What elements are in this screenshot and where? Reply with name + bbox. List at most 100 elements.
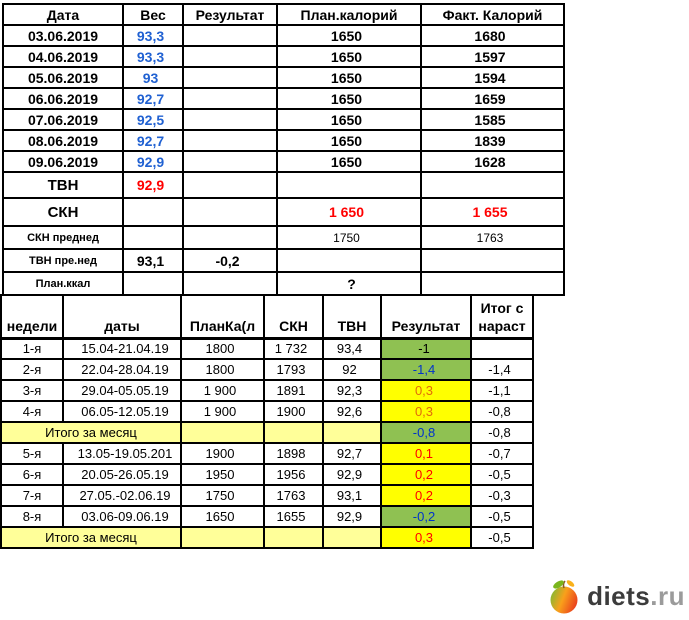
cell-cumulative[interactable]: -0,8: [470, 421, 534, 444]
cell-plan-cal[interactable]: 1650: [276, 45, 422, 68]
col-week-header[interactable]: недели: [0, 294, 64, 340]
cell-plan-cal[interactable]: 1750: [180, 484, 265, 507]
cell-tvn[interactable]: 92,9: [322, 463, 382, 486]
cell-fact-cal[interactable]: 1585: [420, 108, 565, 131]
cell-tvn[interactable]: [322, 421, 382, 444]
cell-plan-cal[interactable]: ?: [276, 271, 422, 296]
cell-result[interactable]: -0,2: [182, 248, 278, 273]
cell-skn[interactable]: 1793: [263, 358, 324, 381]
cell-plan-cal[interactable]: 1650: [276, 66, 422, 89]
cell-weight[interactable]: [122, 197, 184, 227]
cell-cumulative[interactable]: -0,5: [470, 463, 534, 486]
cell-tvn[interactable]: 93,4: [322, 337, 382, 360]
col-skn-header[interactable]: СКН: [263, 294, 324, 340]
cell-weight[interactable]: 93,3: [122, 24, 184, 47]
cell-plan-cal[interactable]: 1650: [276, 129, 422, 152]
cell-weight[interactable]: 93,1: [122, 248, 184, 273]
cell-result[interactable]: [182, 271, 278, 296]
cell-result[interactable]: [182, 45, 278, 68]
cell-result[interactable]: -1: [380, 337, 472, 360]
col-fact-cal-header[interactable]: Факт. Калорий: [420, 3, 565, 26]
cell-week[interactable]: 1-я: [0, 337, 64, 360]
cell-week[interactable]: Итого за месяц: [0, 526, 182, 549]
cell-fact-cal[interactable]: 1 655: [420, 197, 565, 227]
cell-date[interactable]: 07.06.2019: [2, 108, 124, 131]
cell-date[interactable]: 08.06.2019: [2, 129, 124, 152]
cell-weight[interactable]: 92,9: [122, 171, 184, 199]
diets-ru-logo[interactable]: diets.ru: [547, 576, 685, 616]
cell-fact-cal[interactable]: 1628: [420, 150, 565, 173]
col-plan-cal-header[interactable]: ПланКа(л: [180, 294, 265, 340]
cell-skn[interactable]: [263, 421, 324, 444]
cell-tvn[interactable]: 93,1: [322, 484, 382, 507]
cell-week[interactable]: 3-я: [0, 379, 64, 402]
cell-dates[interactable]: 13.05-19.05.201: [62, 442, 182, 465]
col-dates-header[interactable]: даты: [62, 294, 182, 340]
cell-tvn[interactable]: 92,9: [322, 505, 382, 528]
cell-plan-cal[interactable]: 1650: [276, 150, 422, 173]
cell-tvn[interactable]: 92,3: [322, 379, 382, 402]
cell-result[interactable]: [182, 150, 278, 173]
cell-weight[interactable]: 93,3: [122, 45, 184, 68]
col-cumulative-header[interactable]: Итог с нараст: [470, 294, 534, 340]
cell-fact-cal[interactable]: [420, 271, 565, 296]
cell-date[interactable]: 04.06.2019: [2, 45, 124, 68]
cell-skn[interactable]: 1898: [263, 442, 324, 465]
cell-tvn[interactable]: 92,6: [322, 400, 382, 423]
cell-cumulative[interactable]: -0,5: [470, 526, 534, 549]
cell-result[interactable]: -0,2: [380, 505, 472, 528]
cell-skn[interactable]: 1900: [263, 400, 324, 423]
cell-dates[interactable]: 29.04-05.05.19: [62, 379, 182, 402]
cell-fact-cal[interactable]: [420, 171, 565, 199]
cell-plan-cal[interactable]: 1950: [180, 463, 265, 486]
cell-weight[interactable]: 92,7: [122, 87, 184, 110]
cell-cumulative[interactable]: -1,4: [470, 358, 534, 381]
cell-weight[interactable]: 92,7: [122, 129, 184, 152]
cell-cumulative[interactable]: -0,3: [470, 484, 534, 507]
cell-dates[interactable]: 15.04-21.04.19: [62, 337, 182, 360]
cell-cumulative[interactable]: -0,8: [470, 400, 534, 423]
cell-date[interactable]: 03.06.2019: [2, 24, 124, 47]
cell-weight[interactable]: [122, 271, 184, 296]
cell-date[interactable]: ТВН: [2, 171, 124, 199]
cell-weight[interactable]: 93: [122, 66, 184, 89]
cell-result[interactable]: 0,1: [380, 442, 472, 465]
cell-week[interactable]: 6-я: [0, 463, 64, 486]
cell-result[interactable]: [182, 66, 278, 89]
cell-result[interactable]: [182, 129, 278, 152]
cell-fact-cal[interactable]: 1680: [420, 24, 565, 47]
cell-skn[interactable]: 1956: [263, 463, 324, 486]
cell-fact-cal[interactable]: 1659: [420, 87, 565, 110]
cell-plan-cal[interactable]: 1800: [180, 358, 265, 381]
cell-fact-cal[interactable]: 1594: [420, 66, 565, 89]
cell-cumulative[interactable]: [470, 337, 534, 360]
cell-skn[interactable]: 1655: [263, 505, 324, 528]
cell-week[interactable]: Итого за месяц: [0, 421, 182, 444]
col-tvn-header[interactable]: ТВН: [322, 294, 382, 340]
cell-week[interactable]: 7-я: [0, 484, 64, 507]
cell-week[interactable]: 5-я: [0, 442, 64, 465]
cell-result[interactable]: 0,3: [380, 379, 472, 402]
cell-dates[interactable]: 06.05-12.05.19: [62, 400, 182, 423]
cell-week[interactable]: 4-я: [0, 400, 64, 423]
cell-plan-cal[interactable]: 1800: [180, 337, 265, 360]
cell-date[interactable]: СКН преднед: [2, 225, 124, 250]
cell-date[interactable]: ТВН пре.нед: [2, 248, 124, 273]
cell-plan-cal[interactable]: 1650: [276, 24, 422, 47]
cell-plan-cal[interactable]: 1 900: [180, 379, 265, 402]
cell-tvn[interactable]: [322, 526, 382, 549]
cell-fact-cal[interactable]: 1763: [420, 225, 565, 250]
cell-plan-cal[interactable]: 1650: [180, 505, 265, 528]
cell-result[interactable]: [182, 225, 278, 250]
cell-result[interactable]: -0,8: [380, 421, 472, 444]
cell-plan-cal[interactable]: 1650: [276, 87, 422, 110]
cell-plan-cal[interactable]: 1750: [276, 225, 422, 250]
cell-date[interactable]: 09.06.2019: [2, 150, 124, 173]
cell-dates[interactable]: 03.06-09.06.19: [62, 505, 182, 528]
cell-fact-cal[interactable]: 1597: [420, 45, 565, 68]
cell-weight[interactable]: [122, 225, 184, 250]
cell-date[interactable]: 05.06.2019: [2, 66, 124, 89]
cell-plan-cal[interactable]: 1650: [276, 108, 422, 131]
cell-weight[interactable]: 92,9: [122, 150, 184, 173]
cell-result[interactable]: [182, 87, 278, 110]
